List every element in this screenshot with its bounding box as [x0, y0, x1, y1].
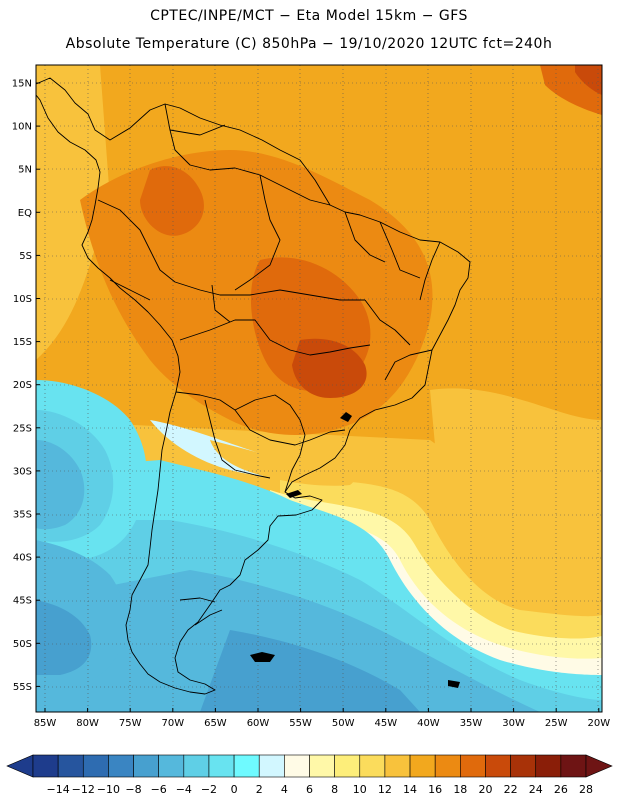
lon-label: 20W — [587, 718, 610, 729]
lat-label: 35S — [13, 510, 32, 521]
colorbar-label: −2 — [201, 783, 217, 796]
longitude-axis: 85W 80W 75W 70W 65W 60W 55W 50W 45W 40W 35W 30W 25W 2… — [34, 708, 610, 729]
colorbar-label: 20 — [478, 783, 492, 796]
lon-label: 50W — [332, 718, 355, 729]
colorbar-label: 16 — [428, 783, 442, 796]
lat-label: 55S — [13, 682, 32, 693]
lon-label: 60W — [247, 718, 270, 729]
lat-label: 25S — [13, 423, 32, 434]
colorbar-swatch — [460, 754, 486, 778]
coastline-borders — [36, 77, 471, 695]
lon-label: 45W — [374, 718, 397, 729]
colorbar-swatch — [158, 754, 185, 778]
colorbar-label: −10 — [97, 783, 120, 796]
colorbar-swatch — [485, 754, 511, 778]
colorbar-label: 6 — [306, 783, 313, 796]
lat-label: 15S — [13, 337, 32, 348]
colorbar-label: 10 — [353, 783, 367, 796]
lat-label: 20S — [13, 380, 32, 391]
colorbar-label: −6 — [151, 783, 167, 796]
lon-label: 35W — [460, 718, 483, 729]
colorbar-swatch — [233, 754, 260, 778]
colorbar-label: 26 — [554, 783, 568, 796]
colorbar-swatch — [108, 754, 134, 778]
lat-label: 5S — [19, 251, 32, 262]
lat-label: 45S — [13, 596, 32, 607]
map-title-line1: CPTEC/INPE/MCT − Eta Model 15km − GFS — [150, 8, 468, 24]
colorbar-label: 2 — [256, 783, 263, 796]
colorbar-label: 28 — [579, 783, 593, 796]
lat-label: 10S — [13, 294, 32, 305]
lat-label: 40S — [13, 553, 32, 564]
colorbar-swatch — [57, 754, 84, 778]
lon-label: 75W — [119, 718, 142, 729]
lon-label: 30W — [502, 718, 525, 729]
colorbar-label: 22 — [504, 783, 518, 796]
colorbar-swatch — [359, 754, 386, 778]
lat-label: 10N — [12, 122, 32, 133]
islands — [250, 412, 460, 688]
colorbar-label: 8 — [331, 783, 338, 796]
colorbar-label: −4 — [176, 783, 192, 796]
colorbar-swatch — [334, 754, 361, 778]
color-bar: −14 −12 −10 −8 −6 −4 −2 0 2 4 6 8 10 12 14 16 18 20 22 24 26… — [6, 754, 613, 796]
plot-frame — [35, 64, 603, 713]
colorbar-swatch — [535, 754, 562, 778]
colorbar-swatch — [434, 754, 461, 778]
colorbar-label: 4 — [281, 783, 288, 796]
colorbar-label: 24 — [529, 783, 543, 796]
lon-label: 65W — [204, 718, 227, 729]
colorbar-high-arrow — [585, 754, 613, 778]
colorbar-swatch — [560, 754, 587, 778]
colorbar-swatch — [32, 754, 59, 778]
latitude-axis: 15N 10N 5N EQ 5S 10S 15S 20S 25S 30S 35S 40S 45S 50S 5… — [12, 79, 40, 693]
colorbar-swatch — [258, 754, 285, 778]
colorbar-swatch — [309, 754, 335, 778]
lat-label: 50S — [13, 639, 32, 650]
colorbar-swatch — [384, 754, 411, 778]
temperature-field — [36, 65, 602, 712]
colorbar-swatch — [183, 754, 210, 778]
lat-label: 15N — [12, 79, 32, 90]
colorbar-label: −8 — [125, 783, 141, 796]
lon-label: 40W — [417, 718, 440, 729]
lat-label: 30S — [13, 466, 32, 477]
colorbar-swatch — [510, 754, 537, 778]
colorbar-label: 18 — [453, 783, 467, 796]
lon-label: 70W — [161, 718, 184, 729]
colorbar-label: 12 — [378, 783, 392, 796]
colorbar-label: −14 — [47, 783, 70, 796]
map-title-line2: Absolute Temperature (C) 850hPa − 19/10/… — [65, 36, 553, 52]
colorbar-label: −12 — [72, 783, 95, 796]
colorbar-swatch — [208, 754, 235, 778]
colorbar-swatch — [82, 754, 109, 778]
lon-label: 55W — [289, 718, 312, 729]
lon-label: 25W — [545, 718, 568, 729]
lon-label: 80W — [76, 718, 99, 729]
colorbar-swatch — [409, 754, 436, 778]
colorbar-swatch — [133, 754, 159, 778]
colorbar-label: 0 — [231, 783, 238, 796]
colorbar-swatch — [284, 754, 310, 778]
lon-label: 85W — [34, 718, 57, 729]
lat-label: EQ — [18, 208, 32, 219]
colorbar-low-arrow — [6, 754, 34, 778]
colorbar-label: 14 — [403, 783, 417, 796]
lat-label: 5N — [18, 165, 32, 176]
